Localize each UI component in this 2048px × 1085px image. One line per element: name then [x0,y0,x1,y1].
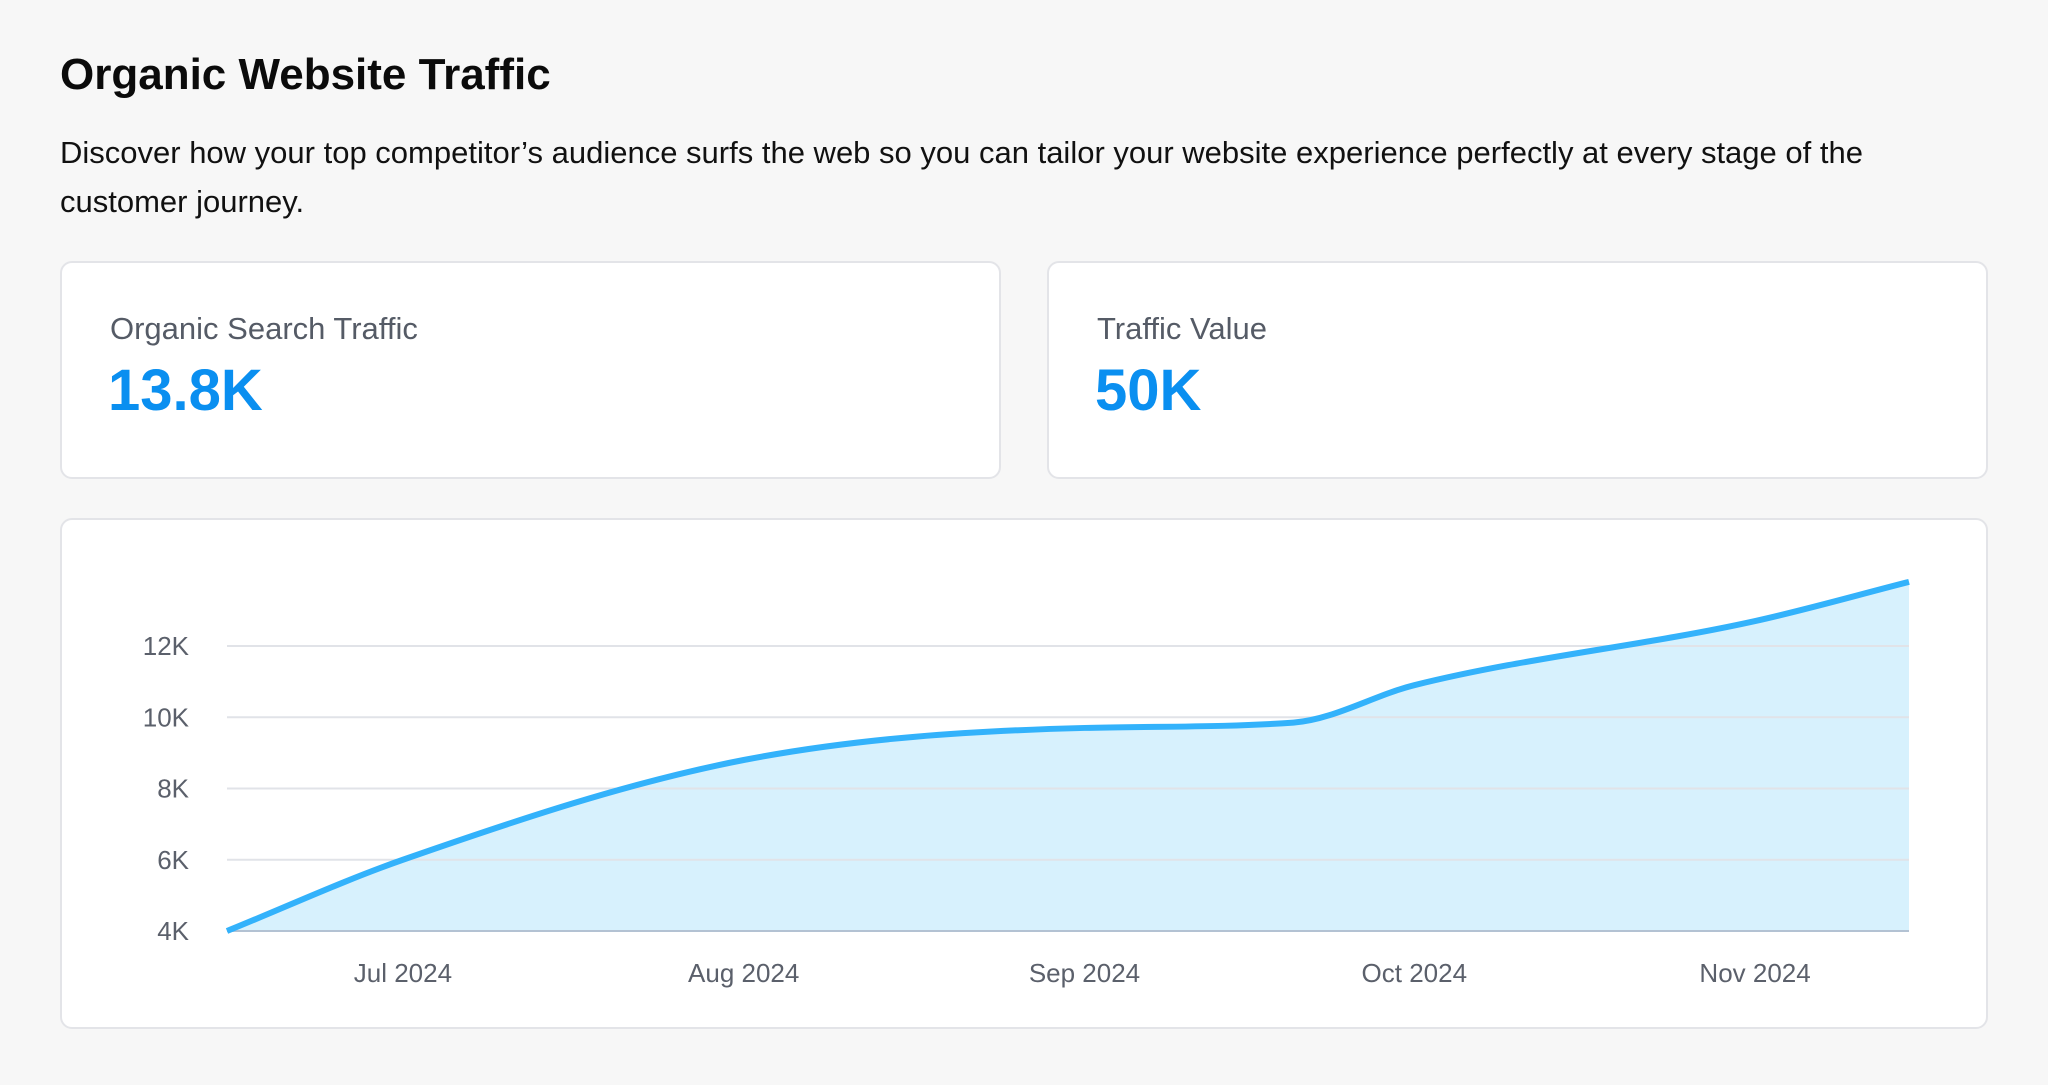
y-tick-label: 6K [157,845,189,875]
page-description: Discover how your top competitor’s audie… [60,135,1863,219]
page-title: Organic Website Traffic [60,50,551,99]
stat-value: 13.8K [108,358,263,423]
x-tick-label: Nov 2024 [1699,958,1810,988]
chart-card: 4K 6K 8K 10K 12K Jul 2024 Aug 2024 Sep 2024 Oct … [60,518,1988,1029]
stat-value: 50K [1095,358,1202,423]
traffic-area-chart: 4K 6K 8K 10K 12K Jul 2024 Aug 2024 Sep 2024 Oct … [143,578,1910,988]
stat-card-traffic-value: Traffic Value 50K [1047,261,1988,479]
x-tick-label: Jul 2024 [354,958,452,988]
y-tick-label: 10K [143,702,190,732]
x-tick-label: Oct 2024 [1362,958,1468,988]
y-tick-label: 12K [143,631,190,661]
x-tick-label: Aug 2024 [688,958,799,988]
y-tick-label: 4K [157,916,189,946]
stat-card-organic-search-traffic: Organic Search Traffic 13.8K [60,261,1001,479]
stat-label: Traffic Value [1097,311,1268,346]
y-tick-label: 8K [157,774,189,804]
stat-label: Organic Search Traffic [110,311,418,346]
area-fill [227,581,1909,931]
x-tick-label: Sep 2024 [1029,958,1140,988]
traffic-line [225,578,1910,934]
